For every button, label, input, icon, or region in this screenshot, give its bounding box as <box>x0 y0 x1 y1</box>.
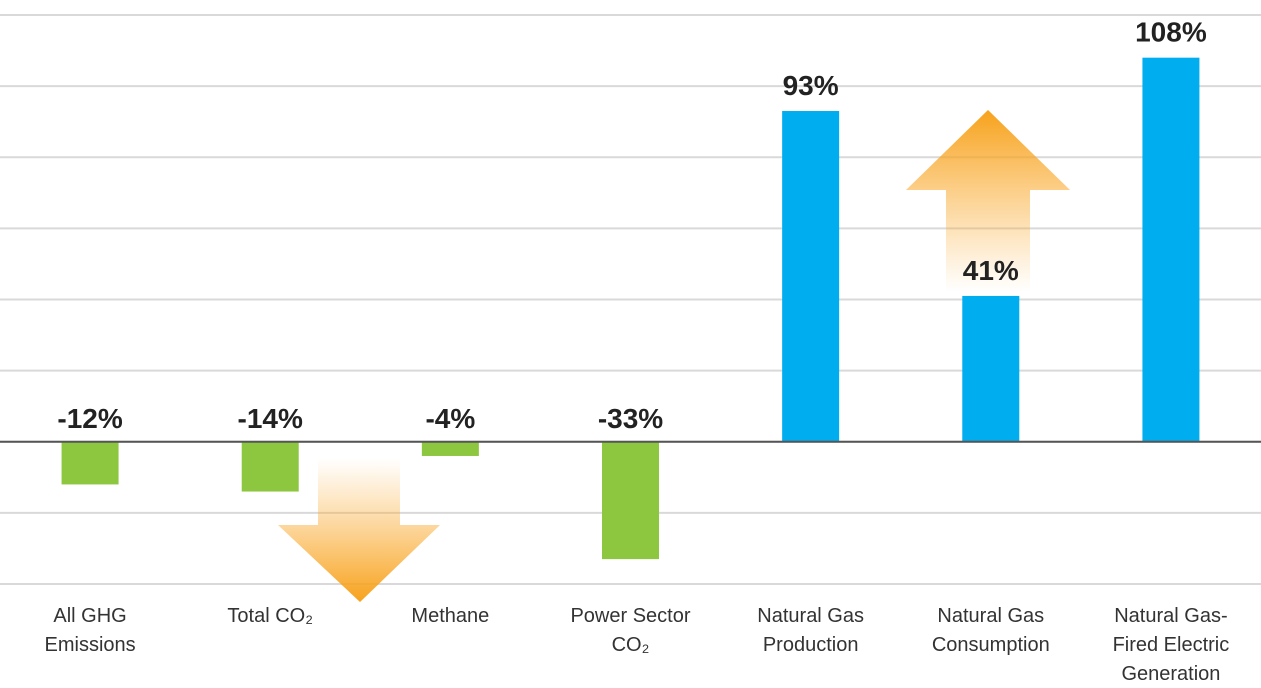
value-label: -12% <box>57 403 122 434</box>
x-tick-label-line: All GHG <box>53 605 126 627</box>
x-tick-label-line: Methane <box>411 605 489 627</box>
x-tick-label-line: Natural Gas- <box>1114 605 1227 627</box>
bar <box>782 111 840 442</box>
x-tick-label-line: Emissions <box>45 634 136 656</box>
value-label: -14% <box>238 403 303 434</box>
value-label: -4% <box>425 403 475 434</box>
x-tick-label-line: Natural Gas <box>757 605 864 627</box>
bar <box>1142 57 1200 442</box>
x-tick-label-line: Consumption <box>932 634 1050 656</box>
value-label: 93% <box>783 70 839 101</box>
x-tick-label: Power Sector CO₂ <box>570 605 690 656</box>
x-tick-label: Natural Gas Consumption <box>932 605 1050 656</box>
bar <box>962 295 1020 442</box>
x-tick-label-line: Total CO₂ <box>227 605 313 627</box>
x-tick-label-line: Natural Gas <box>937 605 1044 627</box>
value-label: 41% <box>963 255 1019 286</box>
down-arrow <box>278 458 440 602</box>
x-tick-label: Methane <box>411 605 489 627</box>
up-arrow <box>906 110 1070 292</box>
value-label: 108% <box>1135 17 1207 48</box>
x-tick-label-line: Production <box>763 634 859 656</box>
x-tick-label-line: Generation <box>1121 663 1220 685</box>
x-tick-label: All GHG Emissions <box>45 605 136 656</box>
x-tick-label-line: Power Sector <box>570 605 690 627</box>
value-label: -33% <box>598 403 663 434</box>
x-tick-label-line: Fired Electric <box>1113 634 1230 656</box>
bar <box>421 441 479 456</box>
x-tick-label: Natural Gas Production <box>757 605 864 656</box>
bar <box>241 441 299 492</box>
bar <box>602 441 659 560</box>
bar <box>61 441 119 485</box>
x-tick-label: Total CO₂ <box>227 605 313 627</box>
x-tick-label-line: CO₂ <box>612 634 650 656</box>
x-tick-label: Natural Gas- Fired Electric Generation <box>1113 605 1230 685</box>
